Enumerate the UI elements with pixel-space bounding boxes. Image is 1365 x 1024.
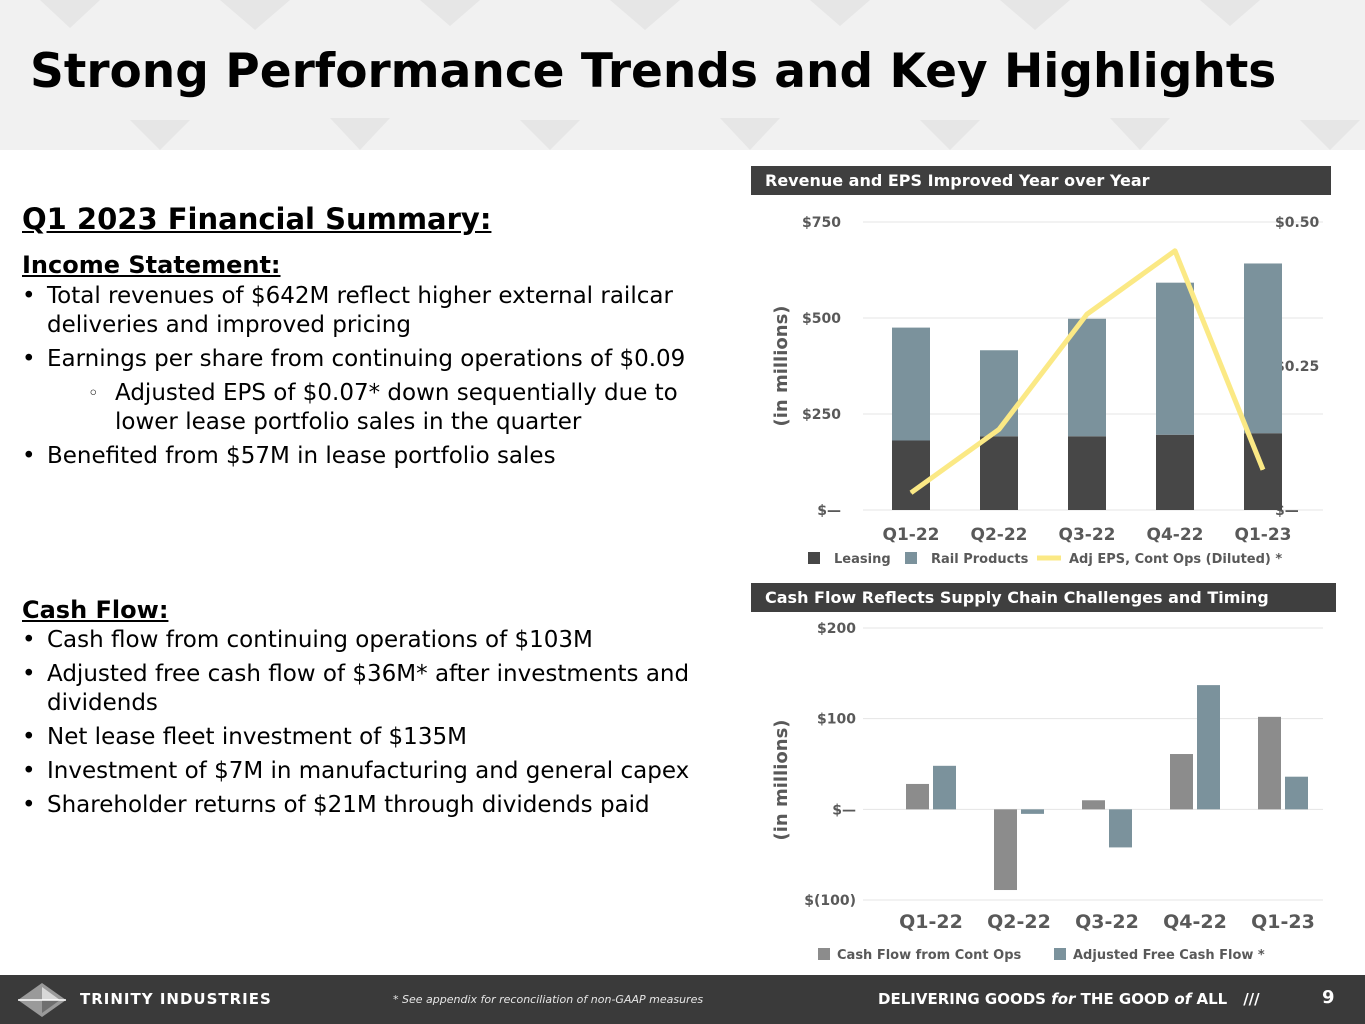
- rail-products-bar: [980, 350, 1018, 437]
- income-bullets: Total revenues of $642M reflect higher e…: [22, 282, 712, 476]
- income-bullet-lease-sales: Benefited from $57M in lease portfolio s…: [22, 442, 712, 471]
- tagline-part: THE GOOD: [1075, 990, 1175, 1008]
- cash-flow-ops-bar: [1170, 754, 1193, 810]
- cashflow-bullet-lease-fleet: Net lease fleet investment of $135M: [22, 723, 712, 752]
- leasing-bar: [1244, 433, 1282, 510]
- legend-swatch-rail: [905, 552, 917, 564]
- cashflow-heading: Cash Flow:: [22, 596, 169, 624]
- legend-label-fcf: Adjusted Free Cash Flow *: [1073, 948, 1265, 963]
- x-tick-label: Q4-22: [1163, 911, 1227, 933]
- tagline-part: for: [1051, 990, 1076, 1008]
- cashflow-bullet-ops: Cash flow from continuing operations of …: [22, 626, 712, 655]
- eps-point: [1174, 250, 1176, 252]
- brand-name: TRINITY INDUSTRIES: [80, 990, 272, 1008]
- legend-swatch-cfo: [818, 948, 830, 960]
- trinity-logo-icon: [18, 983, 66, 1017]
- y-tick-label: $100: [817, 712, 856, 728]
- x-tick-label: Q1-22: [899, 911, 963, 933]
- rail-products-bar: [1244, 263, 1282, 434]
- leasing-bar: [1156, 434, 1194, 510]
- y-tick-label: $750: [802, 215, 841, 231]
- y-axis-label: (in millions): [771, 305, 792, 426]
- income-subbullet-adj-eps: Adjusted EPS of $0.07* down sequentially…: [22, 379, 712, 437]
- leasing-bar: [892, 440, 930, 510]
- income-bullet-eps: Earnings per share from continuing opera…: [22, 345, 712, 374]
- x-tick-label: Q2-22: [971, 525, 1028, 545]
- adjusted-fcf-bar: [1109, 809, 1132, 848]
- x-tick-label: Q1-23: [1251, 911, 1315, 933]
- tagline: DELIVERING GOODS for THE GOOD of ALL ///: [878, 990, 1260, 1008]
- y-tick-label: $500: [802, 311, 841, 327]
- legend-label-rail: Rail Products: [931, 552, 1029, 567]
- income-heading: Income Statement:: [22, 251, 281, 279]
- eps-point: [998, 428, 1000, 430]
- x-tick-label: Q1-22: [883, 525, 940, 545]
- leasing-bar: [980, 436, 1018, 510]
- cash-flow-ops-bar: [1258, 716, 1281, 810]
- leasing-bar: [1068, 436, 1106, 510]
- tagline-slashes: ///: [1243, 990, 1260, 1008]
- cash-flow-ops-bar: [1082, 800, 1105, 810]
- header-pattern: [40, 0, 1360, 150]
- x-tick-label: Q3-22: [1059, 525, 1116, 545]
- revenue-eps-chart: $—$250$500$750$—$0.25$0.50(in millions)Q…: [771, 215, 1323, 567]
- eps-point: [910, 492, 912, 494]
- cashflow-bullet-capex: Investment of $7M in manufacturing and g…: [22, 757, 712, 786]
- cashflow-chart: $(100) $— $100 $200 (in millions) Q1-22 Q2-22 Q…: [771, 621, 1323, 963]
- cashflow-bullets: Cash flow from continuing operations of …: [22, 626, 712, 825]
- tagline-part: of: [1174, 990, 1192, 1008]
- x-tick-label: Q1-23: [1235, 525, 1292, 545]
- y2-tick-label: $0.25: [1275, 359, 1319, 375]
- x-tick-label: Q4-22: [1147, 525, 1204, 545]
- legend-label-leasing: Leasing: [834, 552, 891, 567]
- footnote: * See appendix for reconciliation of non…: [393, 993, 704, 1006]
- rail-products-bar: [892, 327, 930, 441]
- page-number: 9: [1322, 987, 1335, 1008]
- footer-bar: [0, 975, 1365, 1024]
- legend-swatch-leasing: [808, 552, 820, 564]
- rail-products-bar: [1156, 282, 1194, 435]
- adjusted-fcf-bar: [1285, 776, 1308, 810]
- cashflow-bullet-shareholder: Shareholder returns of $21M through divi…: [22, 791, 712, 820]
- tagline-part: ALL: [1191, 990, 1228, 1008]
- eps-point: [1086, 313, 1088, 315]
- adjusted-fcf-bar: [1021, 809, 1044, 814]
- header-band: Strong Performance Trends and Key Highli…: [0, 0, 1365, 150]
- cash-flow-ops-bar: [994, 809, 1017, 891]
- y-tick-label: $—: [832, 802, 856, 818]
- legend-label-eps: Adj EPS, Cont Ops (Diluted) *: [1069, 552, 1282, 567]
- cashflow-bullet-fcf: Adjusted free cash flow of $36M* after i…: [22, 660, 712, 718]
- legend-swatch-fcf: [1054, 948, 1066, 960]
- income-bullet-revenue: Total revenues of $642M reflect higher e…: [22, 282, 712, 340]
- cash-flow-ops-bar: [906, 783, 929, 810]
- revenue-chart-header: Revenue and EPS Improved Year over Year: [751, 166, 1331, 195]
- adjusted-fcf-bar: [933, 765, 956, 810]
- x-tick-label: Q2-22: [987, 911, 1051, 933]
- eps-point: [1262, 469, 1264, 471]
- y-tick-label: $(100): [804, 893, 856, 909]
- y-axis-label: (in millions): [771, 719, 792, 840]
- adjusted-fcf-bar: [1197, 685, 1220, 810]
- tagline-part: DELIVERING GOODS: [878, 990, 1052, 1008]
- x-tick-label: Q3-22: [1075, 911, 1139, 933]
- page-title: Strong Performance Trends and Key Highli…: [30, 44, 1277, 99]
- cashflow-chart-header: Cash Flow Reflects Supply Chain Challeng…: [751, 583, 1336, 612]
- summary-title: Q1 2023 Financial Summary:: [22, 202, 492, 236]
- rail-products-bar: [1068, 318, 1106, 437]
- y-tick-label: $—: [817, 503, 841, 519]
- legend-label-cfo: Cash Flow from Cont Ops: [837, 948, 1022, 963]
- y-tick-label: $200: [817, 621, 856, 637]
- y-tick-label: $250: [802, 407, 841, 423]
- y2-tick-label: $0.50: [1275, 215, 1320, 231]
